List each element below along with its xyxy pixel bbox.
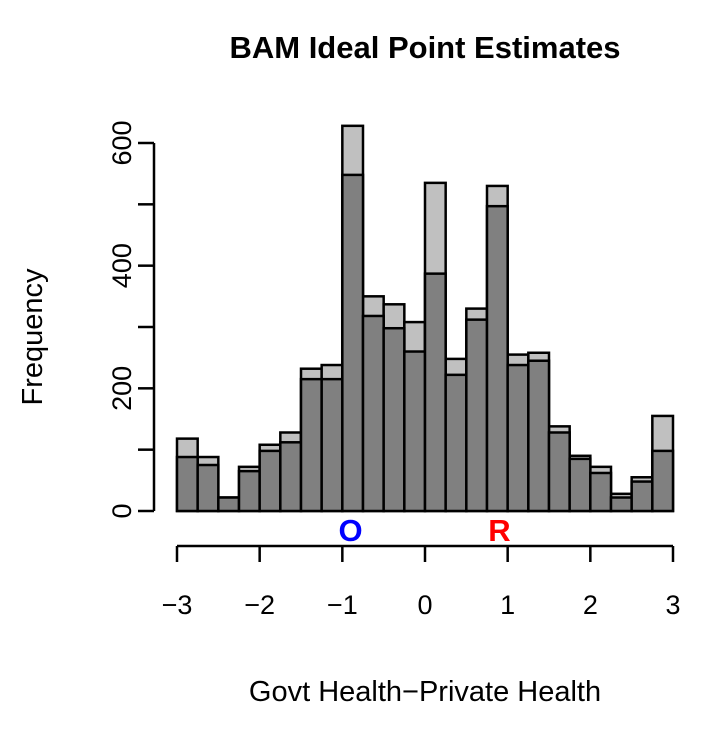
bar-subset <box>320 377 344 513</box>
x-tick-label: −3 <box>162 590 193 620</box>
bar-subset <box>465 318 489 513</box>
bar-subset <box>341 173 365 513</box>
bar-subset <box>423 272 447 513</box>
x-tick-label: 3 <box>665 590 680 620</box>
y-tick-label: 400 <box>107 243 137 288</box>
x-tick-label: 1 <box>500 590 515 620</box>
x-axis: −3 −2 −1 0 1 2 3 <box>162 544 681 620</box>
bar-subset <box>547 431 571 513</box>
bar-subset <box>361 314 385 513</box>
bar-subset <box>651 449 675 513</box>
x-tick-label: −1 <box>327 590 358 620</box>
bar-subset <box>237 469 261 513</box>
y-axis-label: Frequency <box>17 268 49 406</box>
bar-subset <box>485 204 509 513</box>
bar-subset <box>382 326 406 513</box>
bar-subset <box>403 350 427 513</box>
bar-subset <box>568 457 592 513</box>
bar-subset <box>258 449 282 513</box>
y-tick-label: 0 <box>107 503 137 518</box>
bar-subset <box>630 480 654 513</box>
bar-subset <box>444 373 468 513</box>
bar-subset <box>506 363 530 513</box>
y-tick-label: 600 <box>107 120 137 165</box>
bar-subset <box>175 455 199 513</box>
x-tick-label: −2 <box>244 590 275 620</box>
bar-subset <box>196 463 220 513</box>
bar-subset <box>609 496 633 513</box>
x-tick-label: 2 <box>583 590 598 620</box>
bar-subset <box>527 359 551 513</box>
bar-subset <box>589 471 613 513</box>
x-axis-label: Govt Health−Private Health <box>249 676 601 708</box>
y-tick-label: 200 <box>107 366 137 411</box>
bars-subset <box>175 173 675 513</box>
marker-o: O <box>339 513 363 548</box>
bar-subset <box>279 441 303 513</box>
y-axis: 0 200 400 600 <box>107 120 156 519</box>
bar-subset <box>217 496 241 513</box>
marker-r: R <box>488 513 510 548</box>
bar-subset <box>299 377 323 513</box>
chart-title: BAM Ideal Point Estimates <box>229 30 620 65</box>
x-tick-label: 0 <box>417 590 432 620</box>
